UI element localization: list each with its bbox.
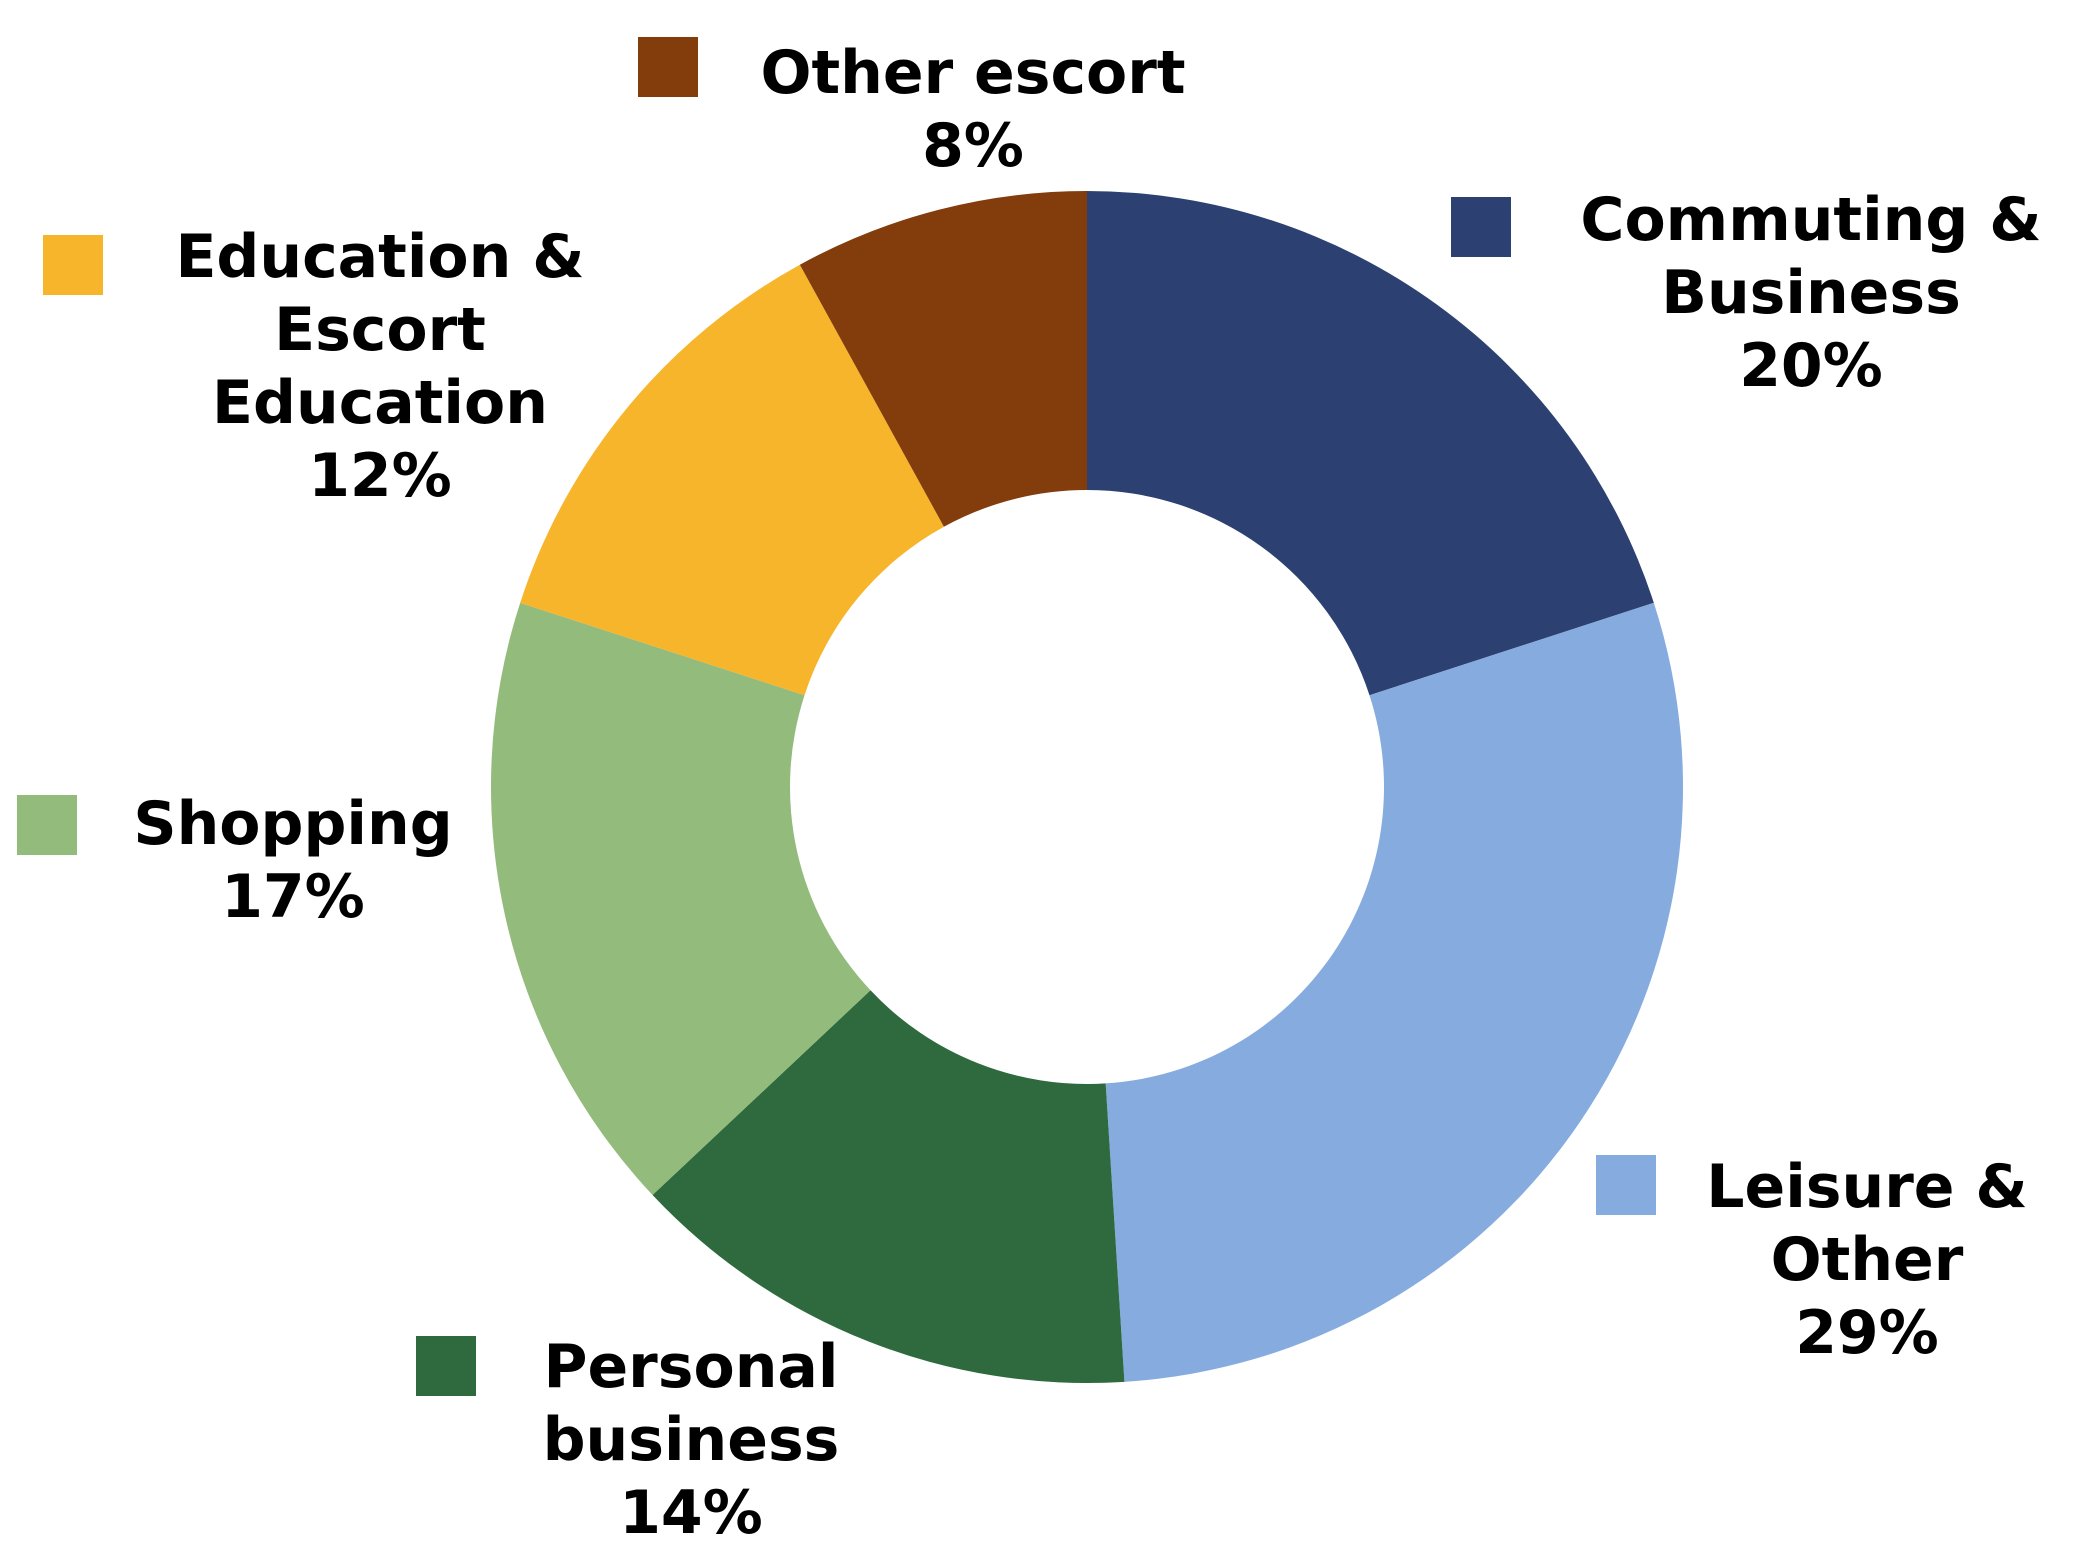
value-label: 29%	[1795, 1298, 1939, 1368]
legend-swatch	[416, 1336, 476, 1396]
slice-label: Education & Escort Education 12%	[130, 221, 630, 513]
legend-swatch	[638, 37, 698, 97]
value-label: 8%	[922, 111, 1024, 181]
donut-slice	[799, 191, 1087, 527]
category-label: Personal business	[542, 1332, 840, 1475]
category-label: Education & Escort Education	[175, 222, 585, 438]
slice-label: Commuting & Business 20%	[1531, 184, 2083, 403]
category-label: Leisure & Other	[1706, 1152, 2028, 1295]
slice-label: Other escort 8%	[573, 37, 1373, 183]
value-label: 17%	[221, 862, 365, 932]
category-label: Other escort	[760, 38, 1186, 108]
donut-slice	[1087, 191, 1654, 696]
donut-slice	[1105, 602, 1683, 1382]
category-label: Commuting & Business	[1580, 185, 2042, 328]
category-label: Shopping	[133, 789, 453, 859]
legend-swatch	[1451, 197, 1511, 257]
value-label: 20%	[1739, 331, 1883, 401]
value-label: 12%	[308, 441, 452, 511]
value-label: 14%	[619, 1478, 763, 1548]
legend-swatch	[1596, 1155, 1656, 1215]
slice-label: Personal business 14%	[491, 1331, 891, 1550]
donut-slice	[520, 264, 944, 696]
slice-label: Leisure & Other 29%	[1647, 1151, 2083, 1370]
legend-swatch	[43, 235, 103, 295]
slice-label: Shopping 17%	[0, 788, 643, 934]
donut-slice	[490, 602, 871, 1195]
legend-swatch	[17, 795, 77, 855]
donut-slice	[652, 990, 1125, 1383]
